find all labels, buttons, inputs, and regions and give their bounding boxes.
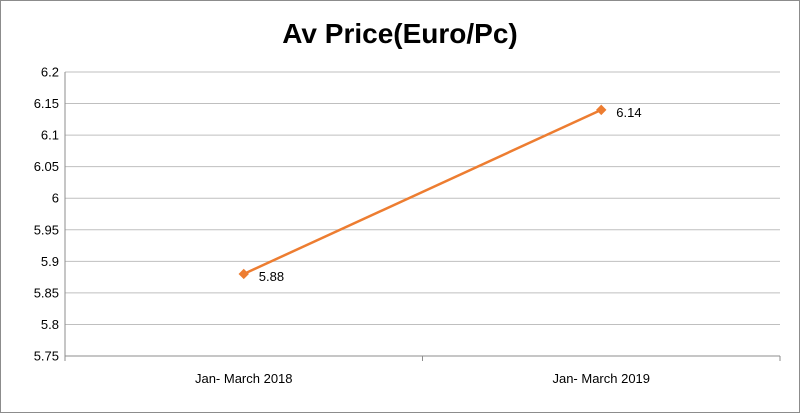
- series-group: [238, 104, 607, 280]
- data-label: 5.88: [259, 269, 284, 284]
- data-point-marker: [596, 104, 607, 116]
- y-tick-label: 6: [52, 191, 59, 206]
- axes: [64, 72, 781, 361]
- y-tick-label: 5.9: [41, 254, 59, 269]
- y-tick-label: 5.8: [41, 317, 59, 332]
- x-axis-tick-labels: Jan- March 2018 Jan- March 2019: [195, 371, 650, 386]
- y-tick-label: 6.1: [41, 128, 59, 143]
- y-tick-label: 6.2: [41, 65, 59, 80]
- y-tick-label: 6.05: [34, 159, 59, 174]
- x-tick-label: Jan- March 2018: [195, 371, 293, 386]
- chart-title: Av Price(Euro/Pc): [282, 18, 518, 49]
- data-label: 6.14: [616, 105, 641, 120]
- data-labels: 5.88 6.14: [259, 105, 642, 284]
- gridlines: [65, 71, 780, 325]
- y-tick-label: 5.75: [34, 349, 59, 364]
- y-tick-label: 5.85: [34, 285, 59, 300]
- y-axis-tick-labels: 5.75 5.8 5.85 5.9 5.95 6 6.05 6.1 6.15 6.2: [34, 65, 59, 364]
- x-tick-label: Jan- March 2019: [552, 371, 650, 386]
- y-tick-label: 5.95: [34, 222, 59, 237]
- y-tick-label: 6.15: [34, 96, 59, 111]
- data-point-marker: [238, 268, 249, 280]
- series-line: [243, 108, 602, 276]
